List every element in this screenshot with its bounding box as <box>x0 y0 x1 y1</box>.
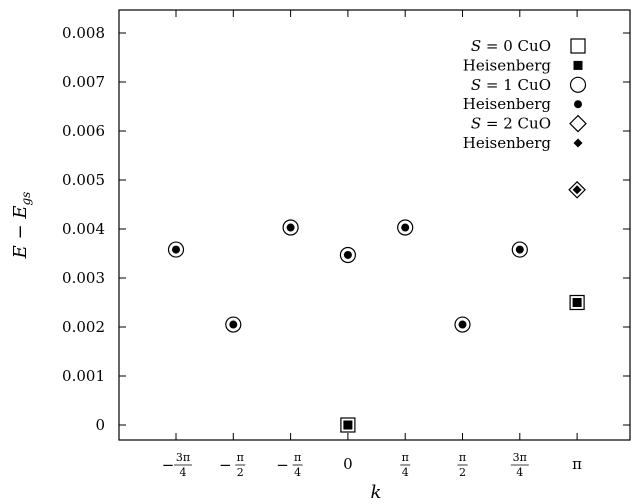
svg-text:π: π <box>237 451 244 464</box>
data-point-open-square <box>569 294 585 311</box>
svg-text:0: 0 <box>343 455 353 473</box>
legend-open-diamond-icon <box>569 114 587 133</box>
y-tick-label: 0.001 <box>62 367 105 385</box>
data-point-open-diamond <box>568 180 586 199</box>
y-tick-label: 0.008 <box>62 24 105 42</box>
y-tick-label: 0.007 <box>62 73 105 91</box>
legend-entry: S = 1 CuO <box>471 76 587 94</box>
legend-label: Heisenberg <box>463 56 552 74</box>
legend-filled-diamond-icon <box>573 138 583 148</box>
data-point-filled-square <box>572 298 582 307</box>
data-point-filled-circle <box>286 223 295 232</box>
x-tick-label: 0 <box>343 455 353 473</box>
svg-text:4: 4 <box>294 466 301 479</box>
data-point-open-circle <box>167 241 185 258</box>
x-tick-label: π <box>572 455 582 473</box>
x-tick-label: − π 4 <box>276 451 303 479</box>
data-point-open-circle <box>511 241 528 258</box>
data-point-open-circle <box>225 316 242 333</box>
x-axis-label: k <box>371 482 382 503</box>
legend-entry: Heisenberg <box>463 56 583 74</box>
x-tick-label: − π 2 <box>219 451 246 479</box>
x-tick-label: 3π4 <box>510 451 529 479</box>
svg-text:π: π <box>459 451 466 464</box>
data-point-filled-circle <box>458 320 467 329</box>
x-tick-label: π2 <box>457 451 468 479</box>
svg-text:π: π <box>402 451 409 464</box>
legend-entry: S = 0 CuO <box>471 37 586 55</box>
svg-text:2: 2 <box>459 466 466 479</box>
legend-label: S = 1 CuO <box>471 76 551 94</box>
svg-text:4: 4 <box>402 466 409 479</box>
legend-filled-circle-icon <box>574 100 582 109</box>
data-point-filled-circle <box>401 223 410 232</box>
svg-text:−: − <box>276 456 289 474</box>
svg-text:4: 4 <box>516 466 523 479</box>
data-point-open-circle <box>454 316 471 333</box>
legend-entry: Heisenberg <box>463 95 582 113</box>
legend-open-circle-icon <box>569 76 587 93</box>
y-tick-label: 0 <box>95 416 105 434</box>
legend-open-square-icon <box>570 38 586 54</box>
x-tick-label: −3π 4 <box>162 451 192 479</box>
x-tick-label: π4 <box>400 451 411 479</box>
y-tick-label: 0.006 <box>62 122 105 140</box>
svg-text:π: π <box>572 455 582 473</box>
svg-text:2: 2 <box>237 466 244 479</box>
data-point-open-circle <box>397 219 414 236</box>
data-point-open-square <box>340 417 356 433</box>
legend-entry: S = 2 CuO <box>471 114 587 133</box>
data-point-open-circle <box>282 219 299 236</box>
legend-label: Heisenberg <box>463 134 552 152</box>
legend-label: S = 2 CuO <box>471 115 551 133</box>
data-point-filled-circle <box>172 245 180 254</box>
data-point-filled-circle <box>515 245 524 254</box>
data-point-filled-circle <box>229 320 238 329</box>
svg-text:−: − <box>162 456 175 474</box>
legend-entry: Heisenberg <box>463 134 583 152</box>
data-point-open-circle <box>339 246 356 264</box>
legend-label: S = 0 CuO <box>471 37 551 55</box>
svg-text:π: π <box>294 451 301 464</box>
y-tick-label: 0.003 <box>62 269 105 287</box>
y-tick-label: 0.004 <box>62 220 105 238</box>
svg-text:3π: 3π <box>513 451 527 464</box>
svg-text:3π: 3π <box>176 451 190 464</box>
y-axis-label: E − Egs <box>10 192 33 260</box>
svg-text:−: − <box>219 456 232 474</box>
data-point-filled-square <box>343 420 353 430</box>
y-tick-label: 0.005 <box>62 171 105 189</box>
legend-label: Heisenberg <box>463 95 552 113</box>
plot-frame <box>118 9 631 441</box>
y-tick-label: 0.002 <box>62 318 105 336</box>
legend-filled-square-icon <box>573 60 583 70</box>
svg-text:4: 4 <box>180 466 187 479</box>
data-point-filled-circle <box>343 250 352 259</box>
data-point-filled-diamond <box>572 185 582 195</box>
